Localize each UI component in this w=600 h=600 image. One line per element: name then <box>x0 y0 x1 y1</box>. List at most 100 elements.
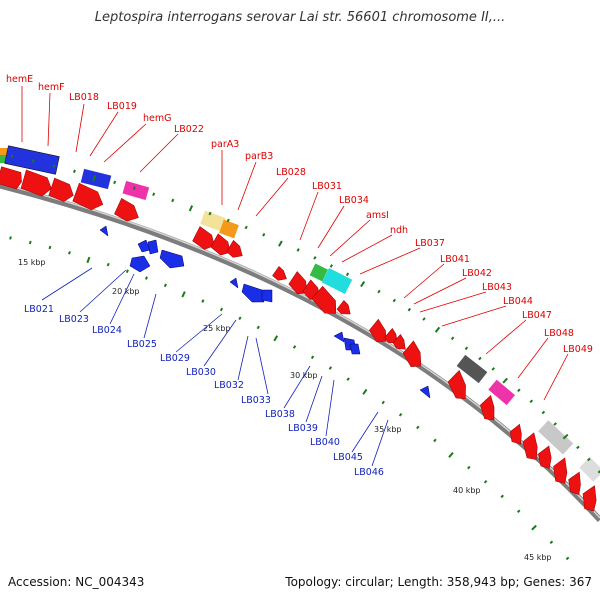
scale-tick <box>226 218 230 223</box>
reverse-gene-arrow[interactable] <box>333 331 345 343</box>
gene-label-ndh[interactable]: ndh <box>390 225 408 236</box>
gene-label-LB045[interactable]: LB045 <box>333 452 363 463</box>
gene-label-amsI[interactable]: amsI <box>366 210 389 221</box>
forward-gene-arrow[interactable] <box>226 239 247 261</box>
gene-label-LB018[interactable]: LB018 <box>69 92 99 103</box>
leader-line <box>359 247 421 275</box>
reverse-gene-label-texts: LB021 LB023 LB024 LB025 LB029 LB030 LB03… <box>24 304 384 478</box>
gene-label-LB047[interactable]: LB047 <box>522 310 552 321</box>
reverse-gene-arrow[interactable] <box>261 289 273 303</box>
forward-gene-arrow[interactable] <box>564 471 591 498</box>
forward-gene-arrow[interactable] <box>113 198 142 224</box>
scale-tick <box>500 494 504 499</box>
forward-gene-arrow[interactable] <box>443 369 477 403</box>
gene-label-LB023[interactable]: LB023 <box>59 314 89 325</box>
gene-label-LB024[interactable]: LB024 <box>92 325 122 336</box>
feature-amsI-green-box[interactable] <box>309 263 328 282</box>
reverse-gene-arrow[interactable] <box>419 385 431 399</box>
forward-gene-arrow[interactable] <box>391 333 410 352</box>
feature-LB018-box[interactable] <box>80 168 112 190</box>
forward-gene-arrow[interactable] <box>534 445 561 472</box>
reverse-gene-arrow[interactable] <box>229 277 239 289</box>
reverse-gene-arrow[interactable] <box>349 343 361 355</box>
scale-tick <box>491 367 495 371</box>
forward-gene-arrow[interactable] <box>366 318 393 345</box>
feature-parA3-box[interactable] <box>200 210 226 232</box>
leader-line <box>75 103 85 153</box>
gene-label-LB040[interactable]: LB040 <box>310 437 340 448</box>
scale-tick <box>422 317 426 321</box>
feature-LB047-box[interactable] <box>488 379 516 406</box>
forward-gene-arrow[interactable] <box>48 177 76 204</box>
gene-label-LB028[interactable]: LB028 <box>276 167 306 178</box>
gene-label-hemE[interactable]: hemE <box>6 74 33 85</box>
feature-orange[interactable] <box>0 148 8 155</box>
forward-gene-arrow[interactable] <box>209 233 234 258</box>
gene-label-hemG[interactable]: hemG <box>143 113 171 124</box>
feature-boxes <box>0 145 600 482</box>
forward-gene-arrow[interactable] <box>576 484 600 514</box>
forward-gene-arrow[interactable] <box>506 423 530 447</box>
forward-gene-arrow[interactable] <box>20 169 54 198</box>
feature-LB041-box[interactable] <box>456 354 488 384</box>
feature-ndh-box[interactable] <box>321 267 353 295</box>
forward-gene-arrow[interactable] <box>191 226 219 252</box>
leader-line <box>109 273 135 325</box>
gene-label-LB038[interactable]: LB038 <box>265 409 295 420</box>
feature-hemG-box[interactable] <box>122 180 150 201</box>
gene-label-LB049[interactable]: LB049 <box>563 344 593 355</box>
gene-label-LB048[interactable]: LB048 <box>544 328 574 339</box>
forward-gene-arrow[interactable] <box>517 431 549 463</box>
gene-label-LB037[interactable]: LB037 <box>415 238 445 249</box>
feature-hemE-hemF-box[interactable] <box>4 145 60 175</box>
feature-LB049-box[interactable] <box>538 420 574 455</box>
gene-label-hemF[interactable]: hemF <box>38 82 65 93</box>
gene-label-LB041[interactable]: LB041 <box>440 254 470 265</box>
scale-tick <box>549 540 554 545</box>
gene-label-LB039[interactable]: LB039 <box>288 423 318 434</box>
reverse-gene-arrow[interactable] <box>147 239 159 255</box>
gene-label-LB046[interactable]: LB046 <box>354 467 384 478</box>
gene-label-LB025[interactable]: LB025 <box>127 339 157 350</box>
gene-label-LB029[interactable]: LB029 <box>160 353 190 364</box>
scale-tick <box>31 159 35 163</box>
forward-gene-arrow[interactable] <box>336 300 354 318</box>
gene-label-LB022[interactable]: LB022 <box>174 124 204 135</box>
leader-line <box>237 335 249 381</box>
feature-green[interactable] <box>0 155 8 163</box>
feature-end-box[interactable] <box>579 456 600 482</box>
forward-gene-arrow[interactable] <box>0 166 23 190</box>
scale-tick <box>531 524 537 531</box>
feature-parB3-box[interactable] <box>219 219 239 239</box>
scale-tick <box>587 457 591 462</box>
forward-gene-arrow[interactable] <box>399 340 430 371</box>
forward-gene-arrow[interactable] <box>547 456 577 486</box>
forward-gene-arrow[interactable] <box>475 394 504 424</box>
scale-tick <box>125 269 129 273</box>
forward-gene-arrow[interactable] <box>309 284 344 317</box>
reverse-gene-arrow[interactable] <box>99 225 109 237</box>
leader-line <box>419 291 487 313</box>
gene-label-LB032[interactable]: LB032 <box>214 380 244 391</box>
gene-label-parA3[interactable]: parA3 <box>211 139 239 150</box>
forward-gene-arrow[interactable] <box>272 266 290 284</box>
gene-label-LB019[interactable]: LB019 <box>107 101 137 112</box>
leader-line <box>41 267 93 301</box>
reverse-gene-arrow[interactable] <box>241 283 265 303</box>
reverse-gene-arrow[interactable] <box>129 255 151 273</box>
reverse-gene-arrow[interactable] <box>159 249 185 269</box>
forward-gene-arrow[interactable] <box>287 271 314 298</box>
gene-label-LB030[interactable]: LB030 <box>186 367 216 378</box>
gene-label-LB031[interactable]: LB031 <box>312 181 342 192</box>
gene-label-LB033[interactable]: LB033 <box>241 395 271 406</box>
gene-label-LB042[interactable]: LB042 <box>462 268 492 279</box>
gene-label-parB3[interactable]: parB3 <box>245 151 273 162</box>
gene-label-LB044[interactable]: LB044 <box>503 296 533 307</box>
gene-label-LB021[interactable]: LB021 <box>24 304 54 315</box>
forward-gene-arrow[interactable] <box>72 182 107 213</box>
gene-label-LB043[interactable]: LB043 <box>482 282 512 293</box>
leader-line <box>305 375 323 423</box>
scale-tick <box>48 245 52 250</box>
gene-label-LB034[interactable]: LB034 <box>339 195 369 206</box>
